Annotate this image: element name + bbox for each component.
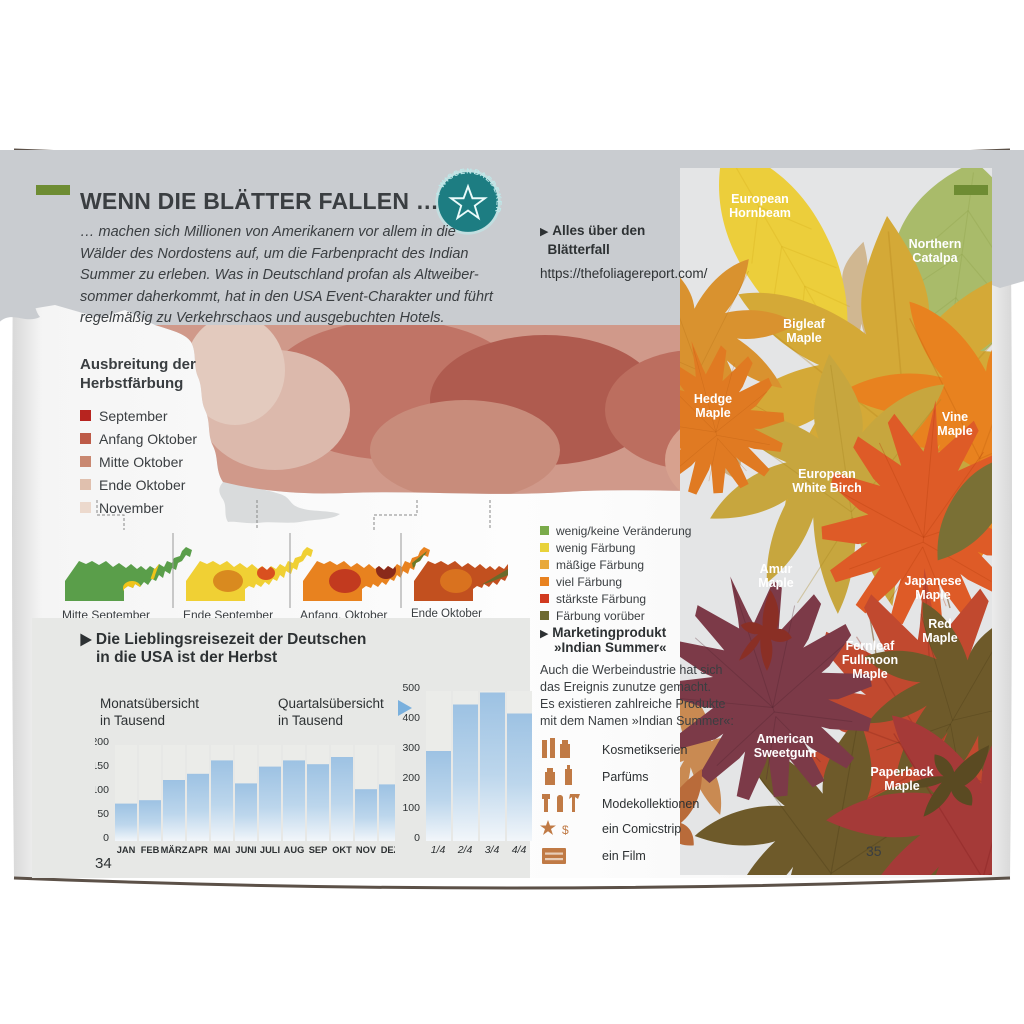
svg-text:Maple: Maple: [695, 406, 730, 420]
svg-text:0: 0: [414, 832, 420, 844]
svg-text:White Birch: White Birch: [792, 481, 861, 495]
svg-text:50: 50: [97, 808, 109, 820]
svg-text:Paperback: Paperback: [870, 765, 933, 779]
svg-text:JULI: JULI: [260, 845, 280, 855]
svg-text:$: $: [562, 823, 569, 837]
svg-text:Catalpa: Catalpa: [912, 251, 958, 265]
svg-text:1/4: 1/4: [431, 844, 446, 856]
svg-text:200: 200: [95, 736, 109, 748]
svg-text:100: 100: [402, 802, 420, 814]
svg-text:Maple: Maple: [852, 667, 887, 681]
svg-text:Hedge: Hedge: [694, 392, 732, 406]
svg-text:NOV: NOV: [356, 845, 377, 855]
svg-text:2/4: 2/4: [457, 844, 473, 856]
svg-text:Vine: Vine: [942, 410, 968, 424]
svg-text:Bigleaf: Bigleaf: [783, 317, 826, 331]
svg-text:Maple: Maple: [915, 588, 950, 602]
svg-text:Fernleaf: Fernleaf: [846, 639, 895, 653]
svg-text:FEB: FEB: [141, 845, 160, 855]
svg-text:Maple: Maple: [884, 779, 919, 793]
svg-text:MAI: MAI: [213, 845, 230, 855]
svg-text:0: 0: [103, 832, 109, 844]
svg-text:Maple: Maple: [937, 424, 972, 438]
svg-text:100: 100: [95, 784, 109, 796]
svg-text:DEZ: DEZ: [381, 845, 395, 855]
svg-text:Maple: Maple: [786, 331, 821, 345]
svg-text:300: 300: [402, 742, 420, 754]
svg-text:JAN: JAN: [117, 845, 136, 855]
svg-text:Fullmoon: Fullmoon: [842, 653, 898, 667]
svg-text:Red: Red: [928, 617, 952, 631]
svg-text:JUNI: JUNI: [235, 845, 256, 855]
svg-text:Hornbeam: Hornbeam: [729, 206, 791, 220]
svg-text:OKT: OKT: [332, 845, 352, 855]
svg-text:500: 500: [402, 682, 420, 694]
svg-text:AUG: AUG: [284, 845, 305, 855]
svg-text:European: European: [798, 467, 856, 481]
svg-text:Northern: Northern: [909, 237, 962, 251]
svg-text:3/4: 3/4: [485, 844, 500, 856]
svg-text:150: 150: [95, 760, 109, 772]
svg-text:SEP: SEP: [309, 845, 328, 855]
svg-text:Maple: Maple: [922, 631, 957, 645]
svg-text:200: 200: [402, 772, 420, 784]
svg-text:APR: APR: [188, 845, 208, 855]
svg-text:MÄRZ: MÄRZ: [161, 845, 188, 855]
svg-text:European: European: [731, 192, 789, 206]
svg-text:400: 400: [402, 712, 420, 724]
svg-text:Japanese: Japanese: [905, 574, 962, 588]
svg-text:4/4: 4/4: [512, 844, 527, 856]
